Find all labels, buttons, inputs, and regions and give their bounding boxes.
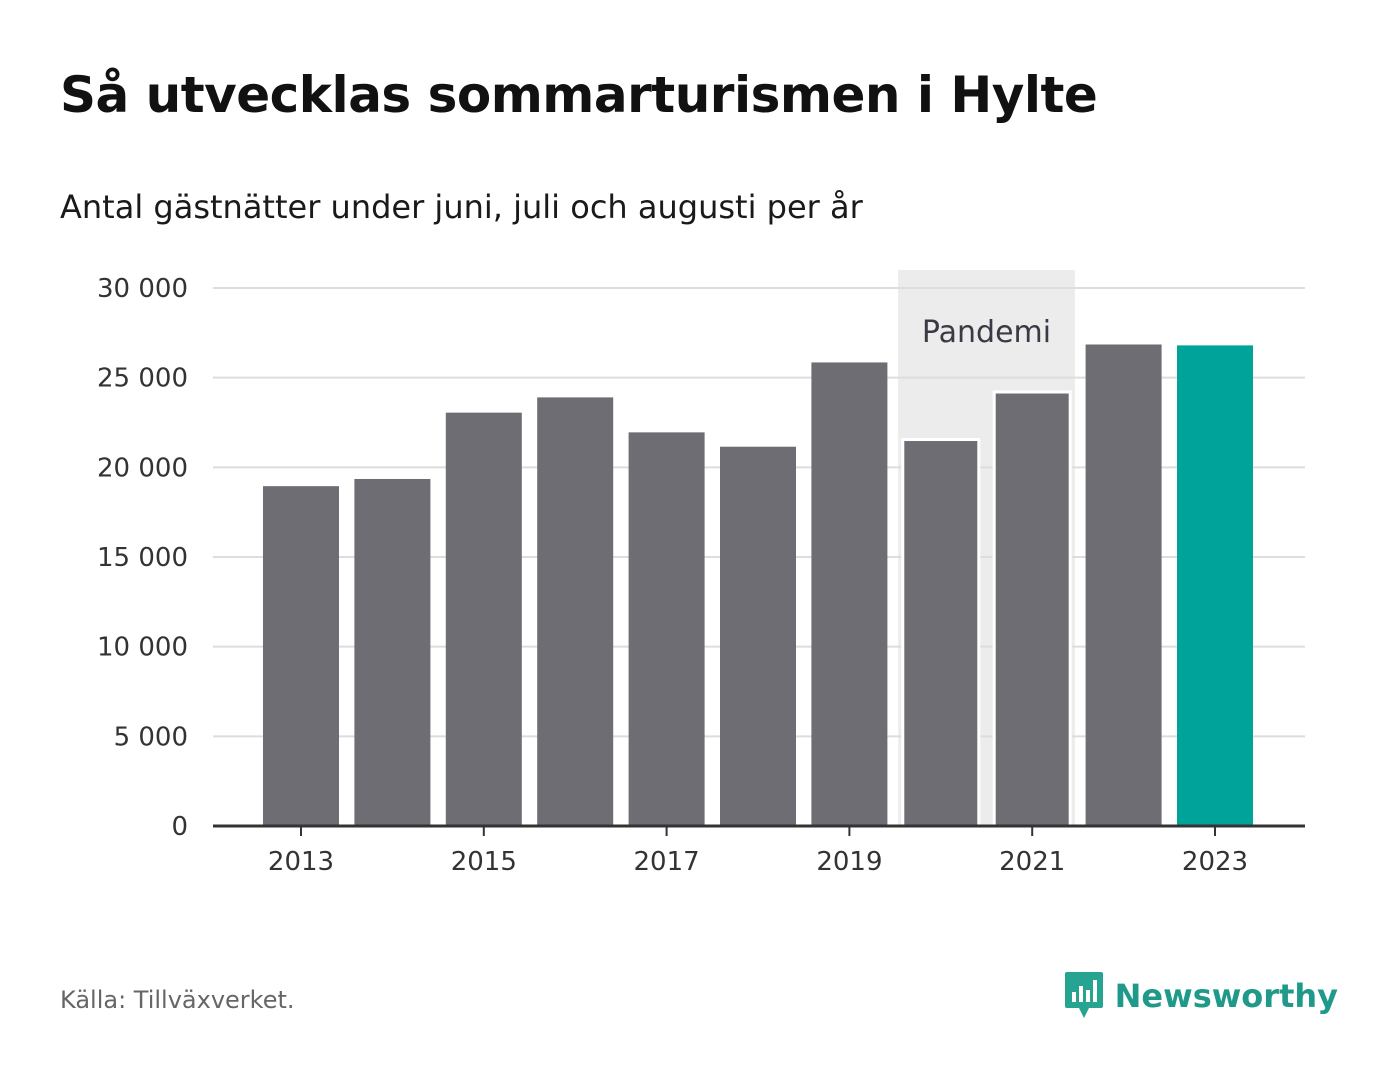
bar <box>720 446 796 826</box>
x-tick-label: 2013 <box>268 847 334 877</box>
bar <box>263 486 339 826</box>
bar-layer <box>263 344 1253 828</box>
chart-subtitle: Antal gästnätter under juni, juli och au… <box>60 188 863 226</box>
bar <box>445 412 522 826</box>
y-tick-label: 20 000 <box>97 453 188 483</box>
bar <box>1177 345 1253 826</box>
newsworthy-logo-icon <box>1064 972 1103 1018</box>
y-tick-label: 5 000 <box>114 722 188 752</box>
bar <box>992 390 1072 828</box>
axis-layer <box>213 824 1305 836</box>
y-tick-label: 25 000 <box>97 364 188 394</box>
source-note: Källa: Tillväxverket. <box>60 986 295 1014</box>
y-tick-label: 0 <box>171 812 188 842</box>
y-tick-label: 10 000 <box>97 633 188 663</box>
bar <box>1085 344 1162 826</box>
bar <box>354 478 431 826</box>
x-tick-label: 2015 <box>451 847 517 877</box>
x-tick-label: 2023 <box>1182 847 1248 877</box>
bar <box>628 432 705 826</box>
x-tick-label: 2017 <box>634 847 700 877</box>
chart-title: Så utvecklas sommarturismen i Hylte <box>60 66 1098 124</box>
label-layer: 0 5 000 10 000 15 000 20 000 25 000 30 000 2013… <box>97 274 1248 877</box>
y-tick-label: 30 000 <box>97 274 188 304</box>
bar <box>901 438 981 828</box>
x-tick-label: 2021 <box>999 847 1065 877</box>
annotation-label: Pandemi <box>922 315 1051 350</box>
bar-chart: Pandemi 0 5 000 10 000 15 000 20 000 25 000 30… <box>97 270 1305 877</box>
x-tick-label: 2019 <box>816 847 882 877</box>
brand-logo[interactable]: Newsworthy <box>1063 970 1338 1022</box>
bar <box>537 397 614 826</box>
bar <box>811 362 888 826</box>
brand-name: Newsworthy <box>1114 977 1338 1015</box>
y-tick-label: 15 000 <box>97 543 188 573</box>
